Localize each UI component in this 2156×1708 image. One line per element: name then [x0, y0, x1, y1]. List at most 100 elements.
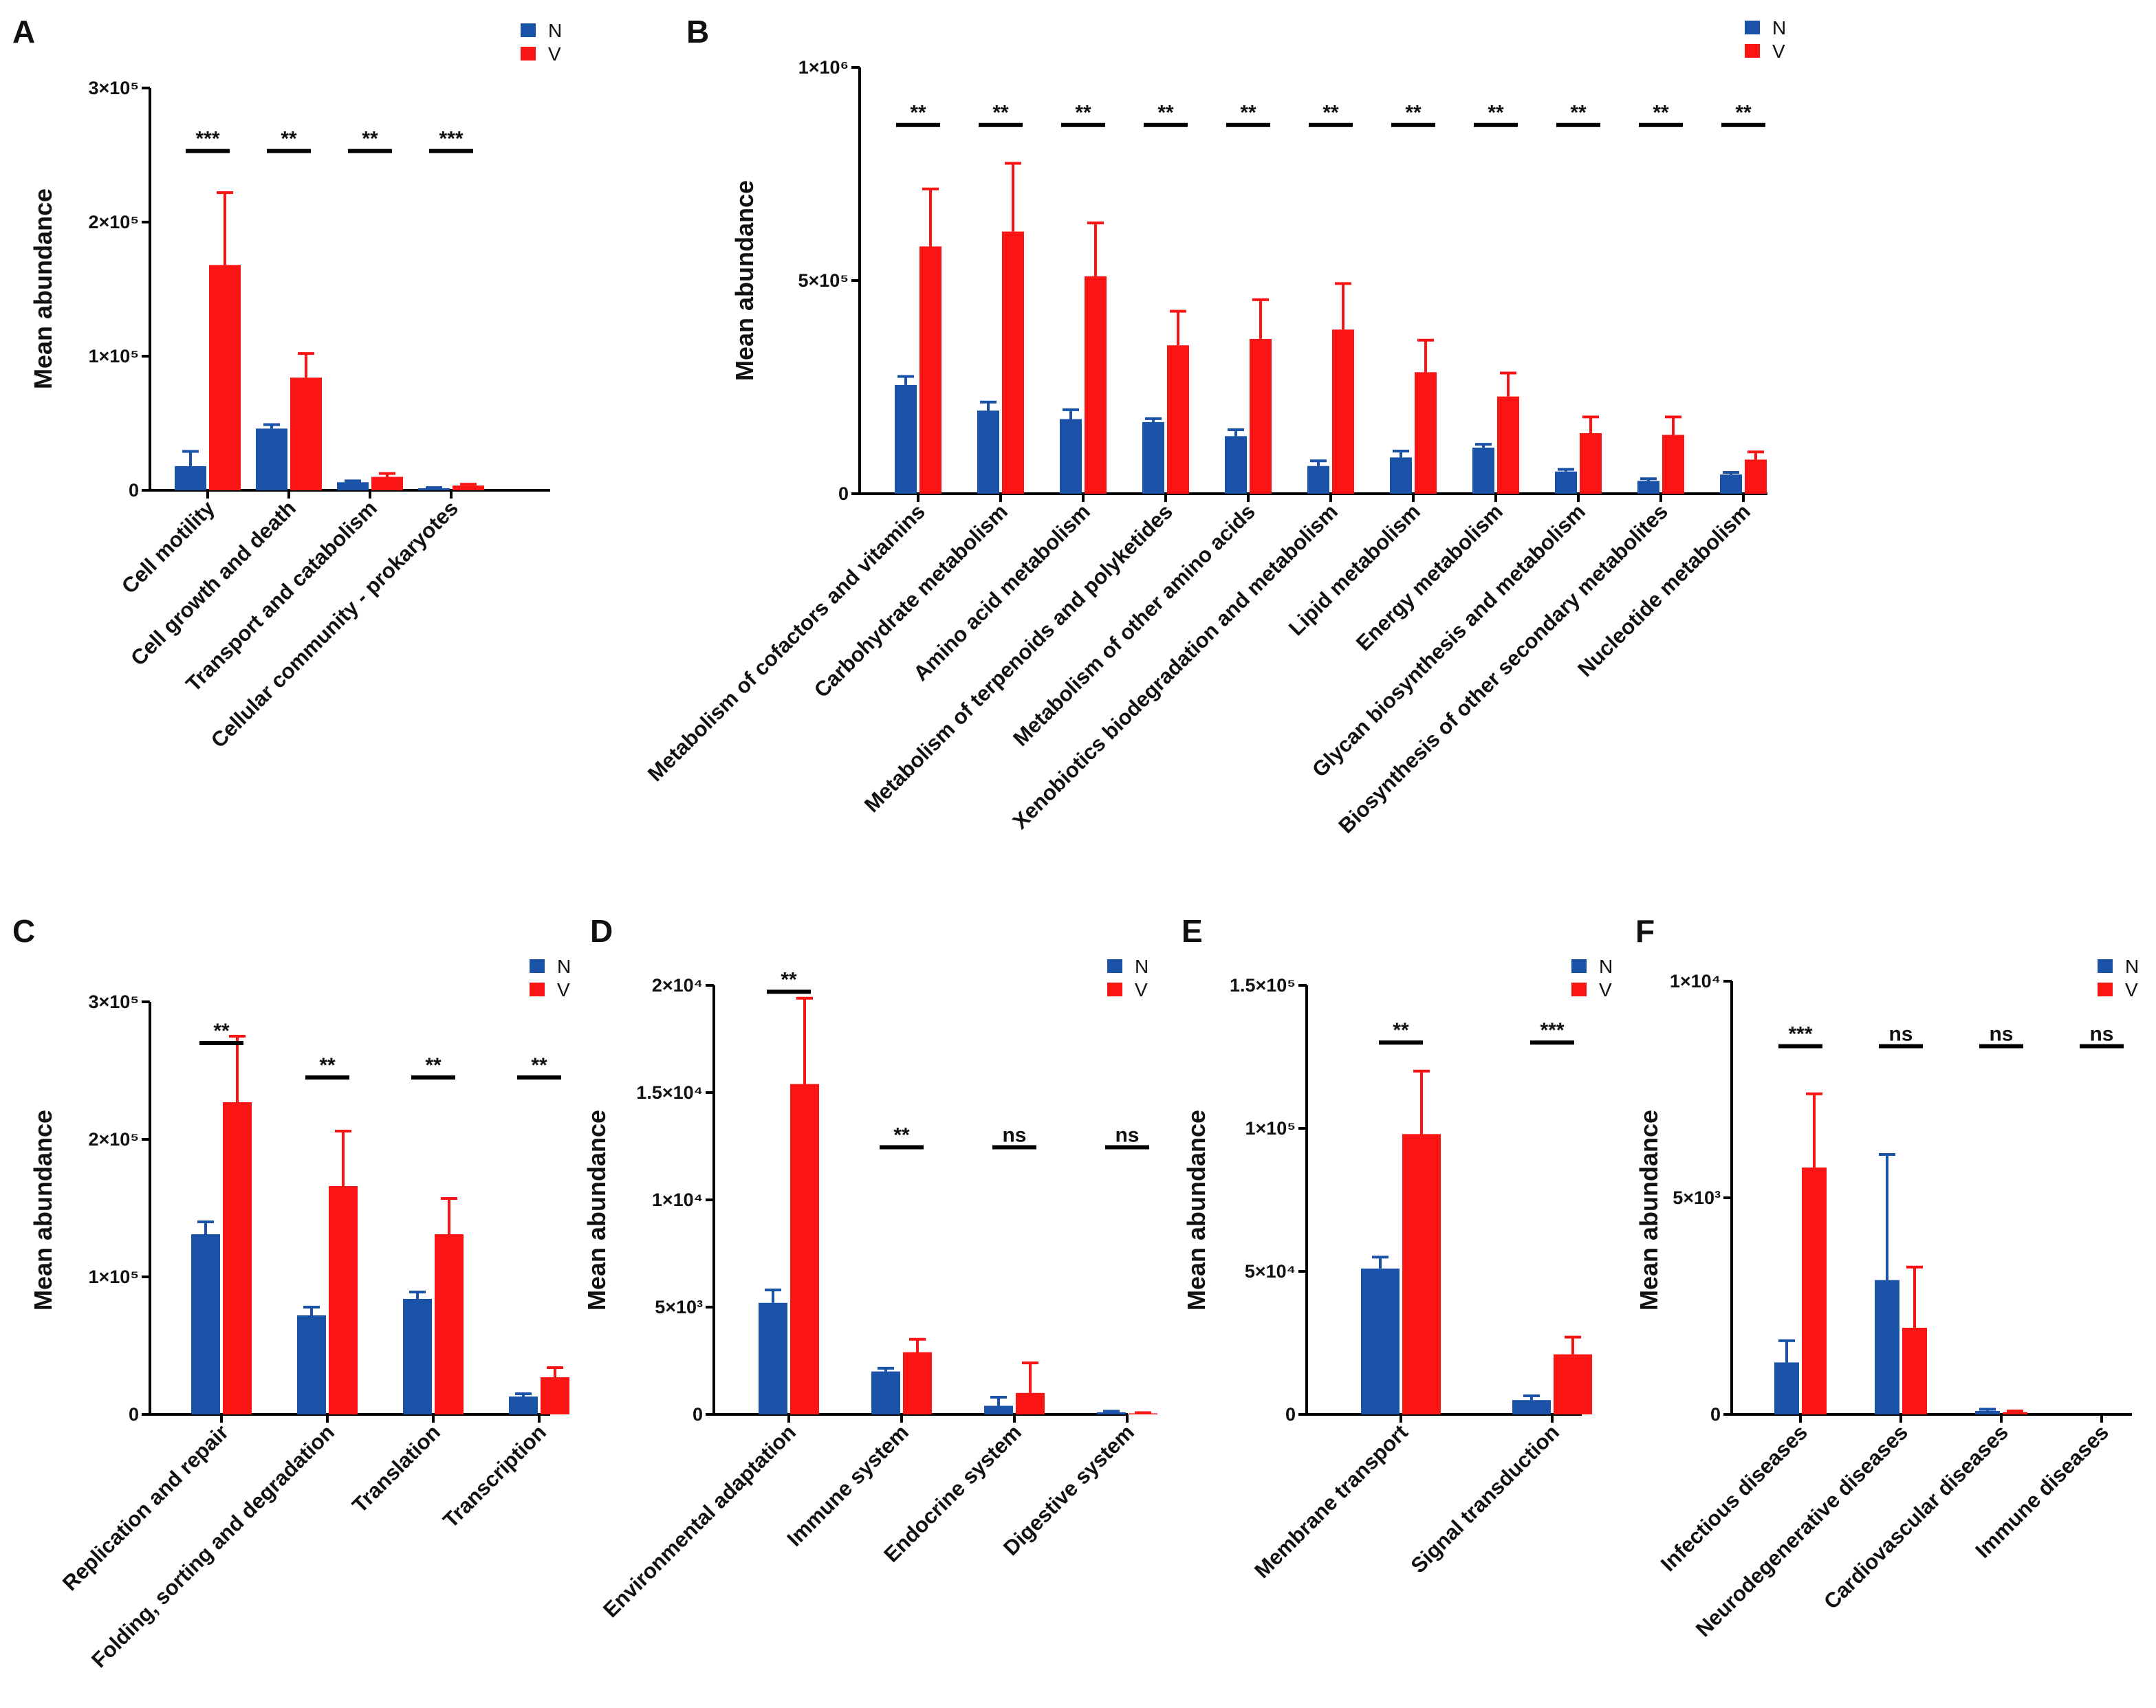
- significance-label: **: [1653, 102, 1669, 124]
- significance-label: ns: [1002, 1124, 1026, 1147]
- y-tick-label: 3×10⁵: [89, 78, 140, 98]
- bar-N: [175, 466, 206, 490]
- bar-V: [790, 1084, 819, 1414]
- legend-swatch-V: [530, 983, 545, 996]
- panel-letter: D: [590, 913, 613, 949]
- panel-letter: A: [12, 14, 35, 50]
- y-tick-label: 1×10⁵: [89, 1267, 140, 1287]
- significance-label: **: [893, 1124, 910, 1147]
- y-tick-label: 0: [1710, 1404, 1721, 1425]
- significance-label: **: [1488, 102, 1504, 124]
- significance-label: ns: [1115, 1124, 1139, 1147]
- legend-swatch-N: [1571, 959, 1587, 973]
- bar-V: [1497, 396, 1519, 494]
- significance-label: **: [1240, 102, 1256, 124]
- bar-V: [1016, 1392, 1045, 1414]
- significance-label: ***: [1540, 1019, 1564, 1042]
- y-tick-label: 2×10⁴: [652, 975, 703, 996]
- significance-label: **: [1075, 102, 1091, 124]
- significance-label: **: [213, 1020, 230, 1042]
- bar-V: [223, 1102, 252, 1414]
- significance-label: **: [1405, 102, 1422, 124]
- x-tick-label: Membrane transport: [1250, 1420, 1413, 1583]
- y-tick-label: 1×10⁴: [1670, 971, 1721, 992]
- y-axis-label: Mean abundance: [29, 1110, 57, 1311]
- significance-label: ***: [1788, 1023, 1812, 1046]
- legend-swatch-N: [1745, 21, 1760, 34]
- bar-V: [1129, 1413, 1157, 1414]
- bar-N: [1720, 474, 1742, 494]
- x-tick-label: Cell growth and death: [126, 496, 301, 670]
- x-tick-label: Metabolism of terpenoids and polyketides: [860, 499, 1177, 817]
- significance-label: **: [281, 128, 297, 151]
- bar-V: [1332, 329, 1354, 494]
- x-tick-label: Signal transduction: [1406, 1420, 1564, 1577]
- legend-swatch-V: [521, 47, 536, 61]
- significance-label: ***: [195, 128, 219, 151]
- x-tick-label: Cardiovascular diseases: [1819, 1420, 2013, 1614]
- legend-label: V: [1599, 979, 1612, 1000]
- bar-N: [1875, 1280, 1899, 1414]
- y-tick-label: 1.5×10⁴: [636, 1082, 703, 1103]
- bar-V: [541, 1377, 569, 1414]
- y-tick-label: 1×10⁶: [798, 57, 849, 78]
- panel-letter: C: [12, 913, 35, 949]
- bar-V: [1085, 276, 1107, 494]
- bar-N: [977, 410, 999, 494]
- y-axis-label: Mean abundance: [1635, 1110, 1663, 1311]
- y-tick-label: 1×10⁴: [652, 1190, 703, 1210]
- x-tick-label: Metabolism of cofactors and vitamins: [643, 499, 930, 786]
- y-tick-label: 0: [838, 483, 849, 504]
- x-tick-label: Environmental adaptation: [598, 1420, 801, 1622]
- bar-V: [1662, 435, 1684, 494]
- legend-label: V: [1135, 979, 1148, 1000]
- y-axis-label: Mean abundance: [730, 180, 759, 381]
- bar-N: [418, 488, 450, 490]
- bar-V: [1250, 338, 1272, 494]
- significance-label: **: [1322, 102, 1339, 124]
- x-tick-label: Transcription: [438, 1420, 551, 1533]
- bar-V: [1002, 231, 1024, 494]
- bar-N: [403, 1299, 432, 1414]
- y-tick-label: 0: [1285, 1404, 1296, 1425]
- legend-swatch-V: [1107, 983, 1122, 996]
- y-tick-label: 1×10⁵: [89, 346, 140, 366]
- significance-label: **: [910, 102, 926, 124]
- y-tick-label: 1.5×10⁵: [1230, 975, 1296, 996]
- legend-label: N: [1772, 17, 1786, 39]
- bar-N: [1512, 1400, 1551, 1414]
- bar-N: [895, 384, 917, 494]
- bar-V: [1554, 1354, 1592, 1414]
- bar-N: [509, 1397, 538, 1414]
- significance-label: **: [1157, 102, 1174, 124]
- bar-N: [297, 1315, 326, 1414]
- x-tick-label: Nucleotide metabolism: [1573, 499, 1755, 681]
- panel-E: E Mean abundance 0 5×10⁴ 1×10⁵ 1.5×10⁵ Membran…: [1182, 913, 1613, 1583]
- y-tick-label: 2×10⁵: [89, 212, 140, 232]
- bar-N: [1774, 1362, 1799, 1414]
- bar-N: [1637, 481, 1659, 494]
- bar-N: [984, 1405, 1013, 1414]
- bar-N: [1390, 457, 1412, 494]
- bar-N: [1555, 471, 1577, 494]
- panel-letter: B: [686, 14, 709, 50]
- bar-V: [290, 377, 322, 490]
- significance-label: **: [1570, 102, 1587, 124]
- legend-label: V: [548, 43, 561, 65]
- legend-swatch-V: [2098, 983, 2113, 996]
- legend-swatch-V: [1571, 983, 1587, 996]
- bar-N: [1472, 448, 1494, 494]
- bar-N: [1142, 421, 1164, 494]
- legend-label: N: [2125, 956, 2139, 977]
- y-tick-label: 3×10⁵: [89, 992, 140, 1012]
- bar-N: [1060, 419, 1082, 494]
- legend-label: N: [548, 20, 562, 41]
- y-tick-label: 5×10³: [1673, 1187, 1721, 1208]
- bar-V: [1415, 372, 1437, 494]
- significance-label: ns: [1989, 1023, 2013, 1046]
- bar-V: [2003, 1412, 2027, 1414]
- significance-label: **: [1735, 102, 1752, 124]
